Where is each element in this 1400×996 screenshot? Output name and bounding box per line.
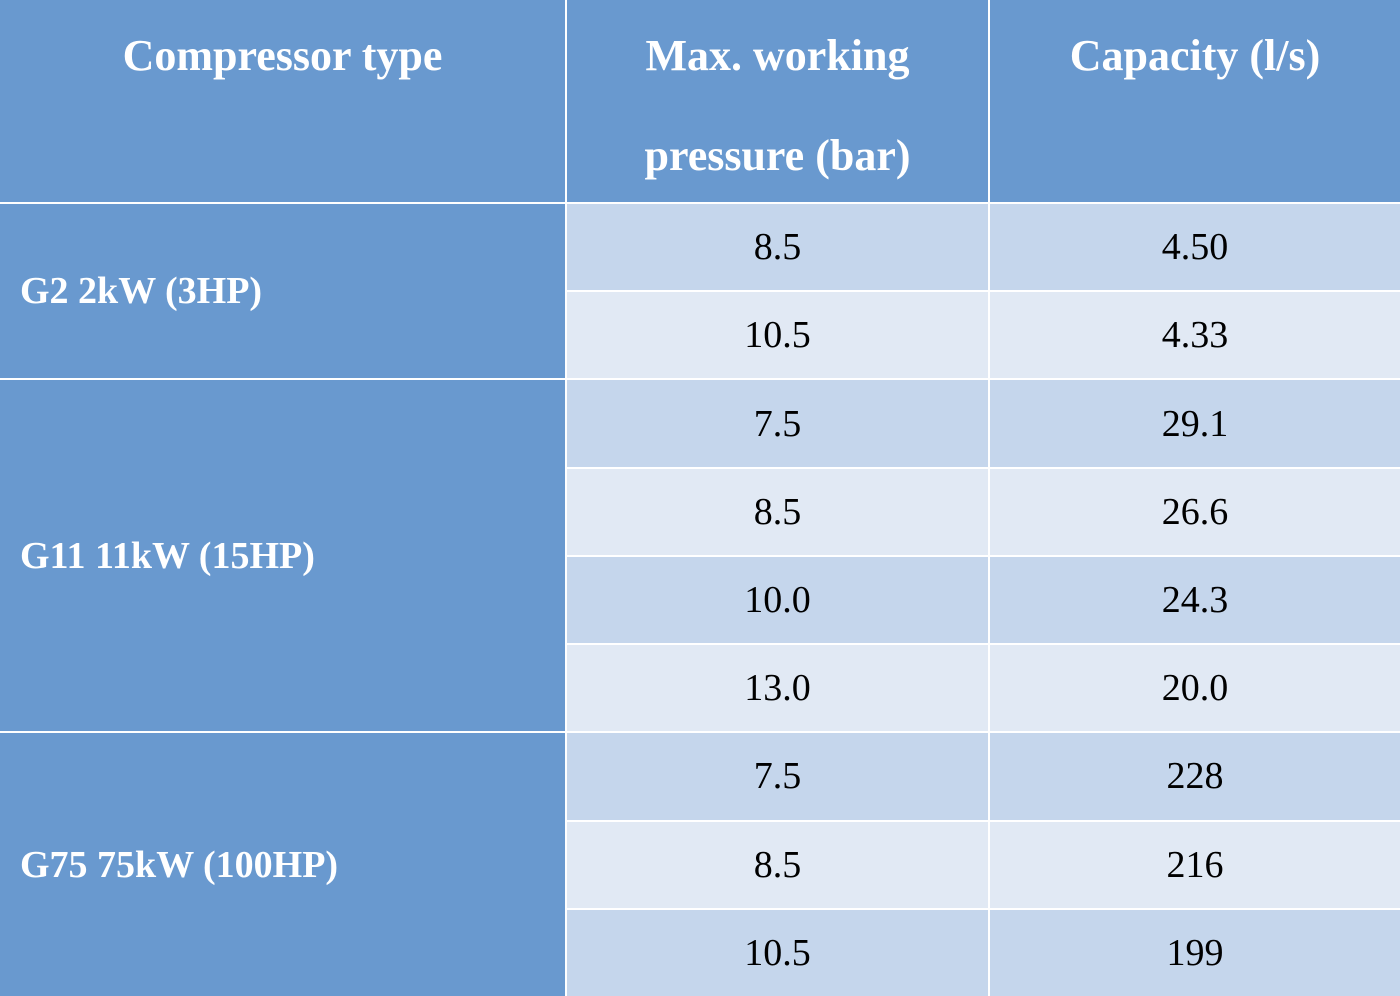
capacity-cell: 24.3 — [990, 556, 1400, 644]
capacity-cell: 26.6 — [990, 468, 1400, 555]
header-cell: Capacity (l/s) — [990, 0, 1400, 202]
header-cell: Compressor type — [0, 0, 565, 202]
capacity-cell: 4.33 — [990, 292, 1400, 379]
compressor-type: G75 75kW (100HP) — [0, 733, 565, 996]
capacity-cell: 29.1 — [990, 380, 1400, 467]
capacity-cell: 4.50 — [990, 204, 1400, 291]
pressure-cell: 7.5 — [567, 733, 988, 820]
capacity-cell: 199 — [990, 909, 1400, 996]
pressure-cell: 8.5 — [567, 821, 988, 908]
pressure-cell: 8.5 — [567, 204, 988, 291]
pressure-cell: 8.5 — [567, 468, 988, 555]
capacity-cell: 228 — [990, 733, 1400, 820]
pressure-cell: 10.5 — [567, 909, 988, 996]
capacity-cell: 20.0 — [990, 645, 1400, 732]
compressor-type: G11 11kW (15HP) — [0, 380, 565, 732]
pressure-cell: 10.0 — [567, 556, 988, 644]
pressure-cell: 10.5 — [567, 292, 988, 379]
capacity-cell: 216 — [990, 821, 1400, 908]
compressor-type: G2 2kW (3HP) — [0, 204, 565, 379]
pressure-cell: 7.5 — [567, 380, 988, 467]
header-cell: Max. working pressure (bar) — [567, 0, 988, 202]
pressure-cell: 13.0 — [567, 645, 988, 732]
